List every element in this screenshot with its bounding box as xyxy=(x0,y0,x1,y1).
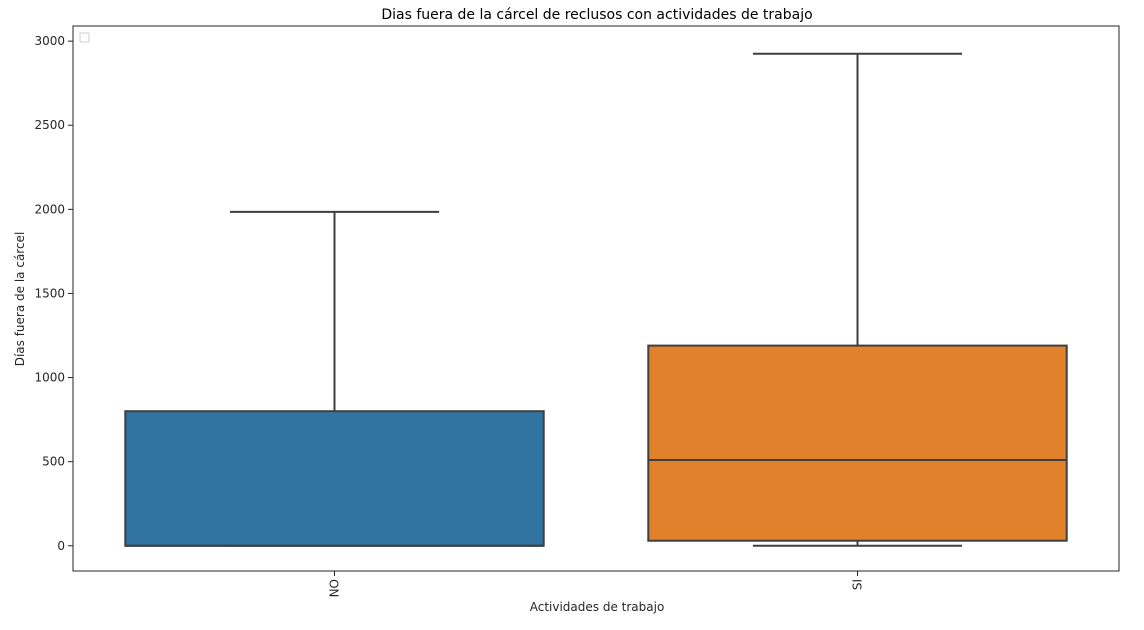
plot-area xyxy=(72,25,1120,572)
x-axis-label: Actividades de trabajo xyxy=(530,600,665,614)
plot-frame xyxy=(72,25,1120,572)
chart-title: Dias fuera de la cárcel de reclusos con … xyxy=(381,7,812,23)
y-tick-label: 1000 xyxy=(34,371,65,385)
y-axis: 0 500 1000 1500 2000 2500 3000 xyxy=(34,34,73,553)
boxes xyxy=(124,52,1068,547)
x-tick-label: NO xyxy=(328,579,342,597)
y-tick-label: 1500 xyxy=(34,286,65,300)
y-axis-label: Días fuera de la cárcel xyxy=(13,232,27,367)
box-no xyxy=(124,210,545,547)
y-tick-label: 0 xyxy=(57,539,65,553)
box-iqr xyxy=(124,410,545,547)
x-tick-label: SI xyxy=(851,579,865,590)
legend-box xyxy=(79,32,90,43)
box-iqr xyxy=(647,344,1068,542)
box-si xyxy=(647,52,1068,547)
y-tick-label: 2500 xyxy=(34,118,65,132)
y-tick-label: 2000 xyxy=(34,202,65,216)
x-axis: NO SI xyxy=(328,571,865,597)
y-tick-label: 3000 xyxy=(34,34,65,48)
y-tick-label: 500 xyxy=(42,455,65,469)
